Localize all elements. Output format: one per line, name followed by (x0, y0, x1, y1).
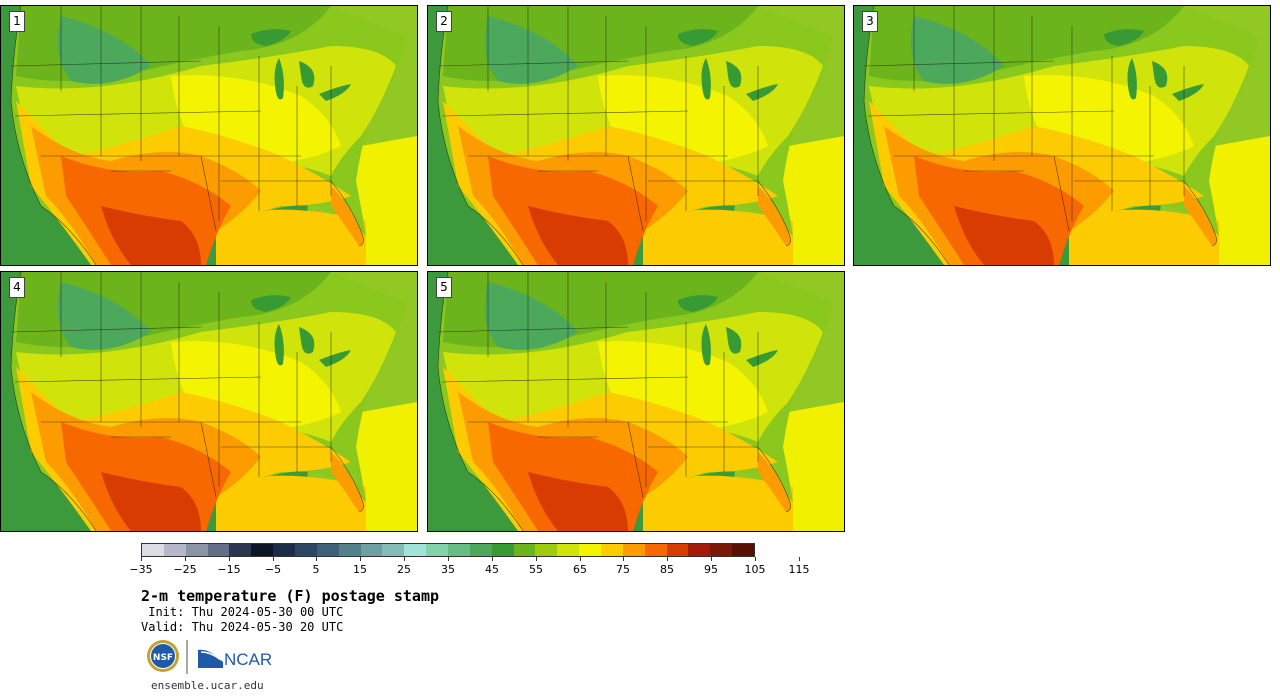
colorbar-segment (601, 544, 623, 556)
colorbar-segment (185, 544, 208, 556)
colorbar-tick (141, 557, 142, 561)
panel-number: 2 (436, 11, 452, 32)
colorbar-segment (557, 544, 580, 556)
colorbar-segment (666, 544, 689, 556)
colorbar-tick-label: 85 (660, 563, 674, 576)
colorbar-ticks: −35 −25 −15 −5 5 15 25 35 45 55 65 75 85 95 105 115 (129, 557, 810, 577)
colorbar-segment (163, 544, 186, 556)
colorbar-segment (273, 544, 296, 556)
colorbar-segment (644, 544, 667, 556)
colorbar-tick (536, 557, 537, 561)
panel-number: 5 (436, 277, 452, 298)
colorbar-segment (404, 544, 427, 556)
figure-title: 2-m temperature (F) postage stamp (141, 587, 440, 605)
colorbar-tick (799, 557, 800, 561)
colorbar-tick-label: 45 (485, 563, 499, 576)
colorbar-tick-label: 35 (441, 563, 455, 576)
colorbar-tick-label: −5 (264, 563, 282, 576)
map-panel-4: 4 (0, 271, 418, 532)
map-image (428, 272, 844, 531)
colorbar-tick (448, 557, 449, 561)
colorbar-segment (382, 544, 405, 556)
colorbar-tick (360, 557, 361, 561)
panel-number: 1 (9, 11, 25, 32)
panel-number: 4 (9, 277, 25, 298)
colorbar-tick (755, 557, 756, 561)
colorbar-tick-label: −35 (129, 563, 153, 576)
colorbar-tick-label: 15 (353, 563, 367, 576)
colorbar-segment (469, 544, 492, 556)
colorbar-segment (688, 544, 711, 556)
colorbar-tick-label: 115 (788, 563, 810, 576)
colorbar-segment (491, 544, 514, 556)
nsf-logo-text: NSF (153, 653, 173, 663)
colorbar-segment (207, 544, 230, 556)
colorbar-segment (251, 544, 274, 556)
colorbar-tick (229, 557, 230, 561)
colorbar-segment (338, 544, 361, 556)
panel-number: 3 (862, 11, 878, 32)
colorbar-tick-label: 5 (312, 563, 320, 576)
colorbar-tick-label: 75 (616, 563, 630, 576)
colorbar-tick-label: 25 (397, 563, 411, 576)
colorbar-tick-label: 55 (529, 563, 543, 576)
colorbar-segment (732, 544, 755, 556)
colorbar-segment (622, 544, 645, 556)
colorbar-tick-label: 105 (744, 563, 766, 576)
nsf-logo-icon: NSF (147, 640, 188, 674)
colorbar-tick-label: 95 (704, 563, 718, 576)
colorbar-tick (404, 557, 405, 561)
map-image (854, 6, 1270, 265)
logos: NSF NCAR (145, 638, 275, 676)
colorbar-tick (667, 557, 668, 561)
colorbar-tick-label: −25 (173, 563, 197, 576)
colorbar-tick (492, 557, 493, 561)
map-image (1, 6, 417, 265)
valid-time: Valid: Thu 2024-05-30 20 UTC (141, 620, 344, 634)
map-panel-3: 3 (853, 5, 1271, 266)
colorbar-segment (710, 544, 733, 556)
colorbar-tick (580, 557, 581, 561)
colorbar-segment (448, 544, 470, 556)
map-image (428, 6, 844, 265)
colorbar-segment (142, 544, 164, 556)
colorbar-segment (229, 544, 252, 556)
colorbar-tick (623, 557, 624, 561)
init-time: Init: Thu 2024-05-30 00 UTC (141, 605, 344, 619)
colorbar (141, 543, 755, 557)
ncar-logo-text: NCAR (224, 650, 272, 669)
map-panel-5: 5 (427, 271, 845, 532)
colorbar-tick (711, 557, 712, 561)
colorbar-segment (535, 544, 558, 556)
colorbar-tick-label: 65 (573, 563, 587, 576)
colorbar-segment (426, 544, 449, 556)
ncar-logo-icon: NCAR (198, 649, 272, 669)
colorbar-segment (579, 544, 602, 556)
map-panel-2: 2 (427, 5, 845, 266)
website-url: ensemble.ucar.edu (151, 679, 264, 692)
colorbar-tick-label: −15 (217, 563, 241, 576)
colorbar-segment (295, 544, 317, 556)
colorbar-segment (513, 544, 536, 556)
map-panel-1: 1 (0, 5, 418, 266)
colorbar-segment (316, 544, 339, 556)
colorbar-segment (360, 544, 383, 556)
colorbar-tick (273, 557, 274, 561)
colorbar-tick (316, 557, 317, 561)
colorbar-tick (185, 557, 186, 561)
map-image (1, 272, 417, 531)
